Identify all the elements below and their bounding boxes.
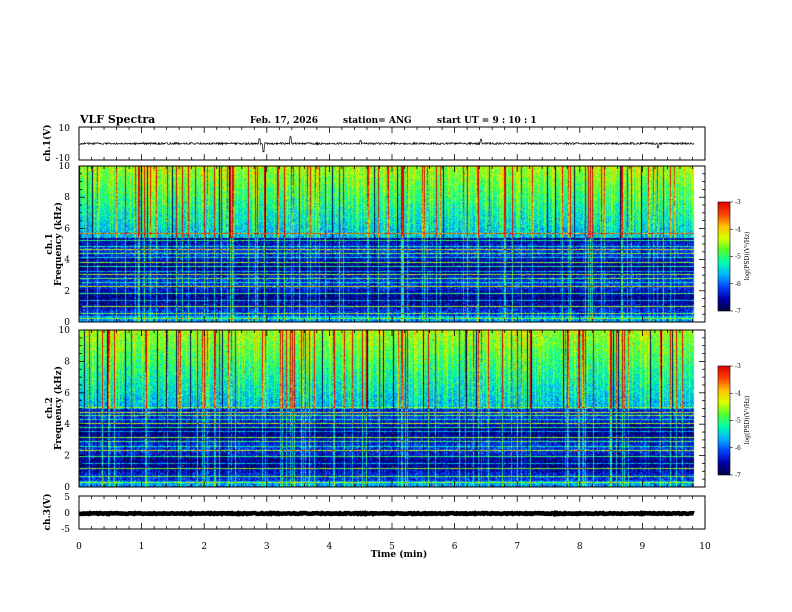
ch2-colorbar: -3 -4 -5 -6 -7 log(PSD)(V²/Hz)	[717, 363, 751, 479]
spec1-ytick-label: 0	[64, 318, 70, 328]
x-tick-label: 0	[76, 542, 82, 552]
colorbar-tick-label: -4	[735, 226, 741, 233]
ch1-waveform-panel: 10 -10 ch.1(V)	[42, 124, 706, 164]
x-tick-label: 3	[264, 542, 270, 552]
colorbar-tick-label: -3	[735, 199, 741, 206]
x-tick-label: 1	[139, 542, 145, 552]
x-axis-tick-labels: 0 1 2 3 4 5 6 7 8 9 10	[76, 542, 711, 552]
colorbar-tick-label: -5	[735, 418, 741, 425]
spec2-ytick-label: 6	[64, 389, 70, 399]
x-tick-label: 9	[640, 542, 646, 552]
ch2-spectrogram-image	[79, 330, 705, 487]
x-tick-label: 4	[327, 542, 333, 552]
spec1-ytick-label: 6	[64, 224, 70, 234]
ch1-colorbar-label: log(PSD)(V²/Hz)	[744, 232, 751, 281]
spec1-ytick-label: 8	[64, 193, 70, 203]
ch3-waveform-trace	[78, 509, 695, 517]
ch1-ytick-bottom: -10	[56, 154, 71, 164]
x-tick-label: 7	[514, 542, 520, 552]
spec1-ytick-label: 10	[59, 162, 71, 172]
station-label: station= ANG	[343, 116, 412, 126]
colorbar-tick-label: -7	[735, 472, 741, 479]
colorbar-tick-label: -5	[735, 254, 741, 261]
ch1-colorbar: -3 -4 -5 -6 -7 log(PSD)(V²/Hz)	[717, 199, 751, 315]
x-tick-label: 2	[201, 542, 207, 552]
figure-title: VLF Spectra	[79, 113, 155, 126]
colorbar-tick-label: -6	[735, 281, 741, 288]
ch1-spectrogram-ylabel-top: ch.1	[45, 233, 55, 254]
ch2-spectrogram-ylabel-top: ch.2	[45, 397, 55, 418]
spec2-ytick-label: 10	[59, 326, 71, 336]
date-label: Feb. 17, 2026	[250, 116, 318, 126]
ch1-waveform-ylabel: ch.1(V)	[42, 125, 53, 162]
ch3-waveform-panel: 5 0 -5 ch.3(V)	[42, 493, 706, 535]
ch1-spectrogram-image	[79, 166, 705, 322]
ch3-ytick-mid: 0	[64, 509, 70, 519]
ch3-ytick-top: 5	[64, 493, 70, 503]
x-tick-label: 10	[699, 542, 711, 552]
colorbar-tick-label: -3	[735, 363, 741, 370]
ch1-waveform-trace	[78, 136, 695, 153]
colorbar-tick-label: -6	[735, 445, 741, 452]
ch3-ytick-bottom: -5	[61, 525, 70, 535]
spec2-ytick-label: 2	[64, 452, 70, 462]
ch1-spectrogram-ylabel-bottom: Frequency (kHz)	[53, 202, 64, 286]
ch2-spectrogram-panel: 0 2 4 6 8 10 ch.2 Frequency (kHz) -3 -4 -5 -6 -7 …	[45, 326, 751, 493]
colorbar-tick-label: -7	[735, 308, 741, 315]
x-axis-label: Time (min)	[371, 549, 428, 560]
spec2-ytick-label: 4	[64, 420, 70, 430]
ch3-waveform-ylabel: ch.3(V)	[42, 494, 53, 531]
ch2-colorbar-label: log(PSD)(V²/Hz)	[744, 396, 751, 445]
ch1-spectrogram-panel: 0 2 4 6 8 10 ch.1 Frequency (kHz) -3 -4 -5 -6 -7 …	[45, 162, 751, 328]
spec2-ytick-label: 0	[64, 483, 70, 493]
x-tick-label: 8	[577, 542, 583, 552]
spec2-ytick-label: 8	[64, 357, 70, 367]
spec1-ytick-label: 2	[64, 287, 70, 297]
colorbar-tick-label: -4	[735, 390, 741, 397]
x-tick-label: 6	[452, 542, 458, 552]
start-time-label: start UT = 9 : 10 : 1	[437, 116, 537, 126]
x-tick-label: 5	[389, 542, 395, 552]
ch2-spectrogram-ylabel-bottom: Frequency (kHz)	[53, 366, 64, 450]
spec1-ytick-label: 4	[64, 256, 70, 266]
ch1-ytick-top: 10	[59, 124, 71, 134]
